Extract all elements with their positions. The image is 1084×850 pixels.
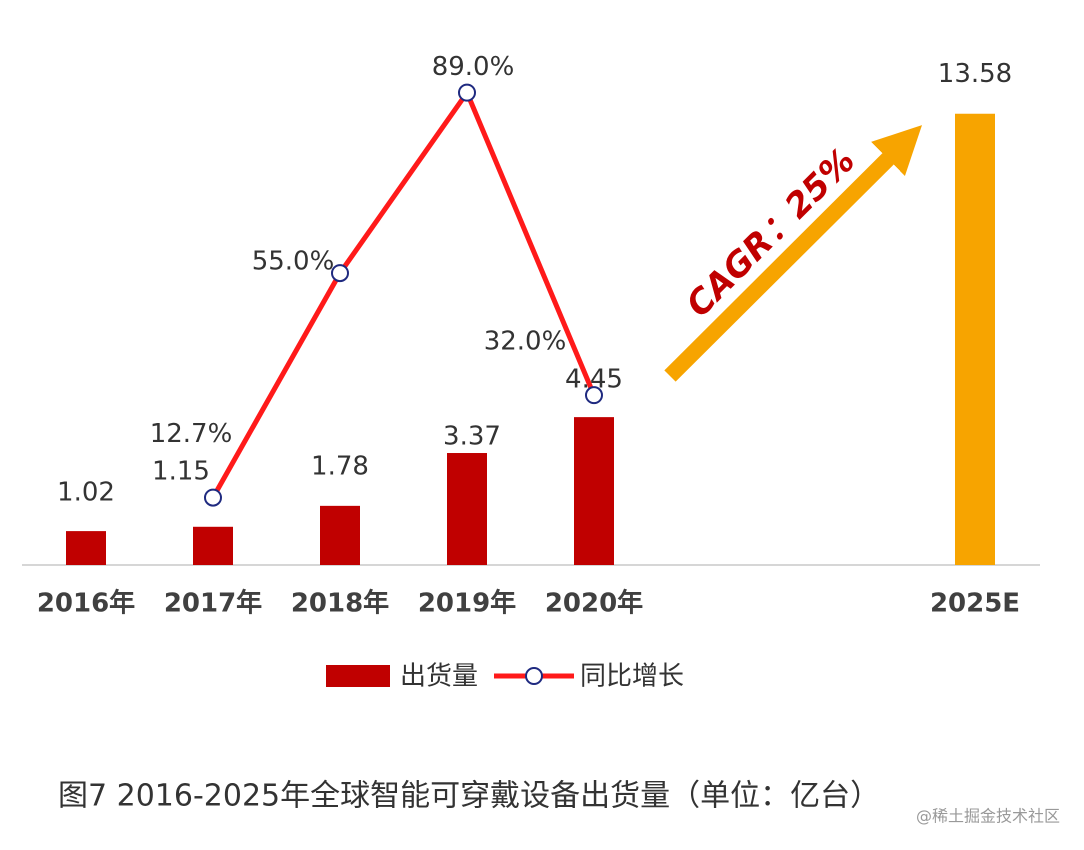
bar-value-label: 1.02 <box>57 478 115 508</box>
bar <box>320 505 360 565</box>
growth-value-label: 55.0% <box>252 247 335 277</box>
watermark: @稀土掘金技术社区 <box>916 807 1060 826</box>
cagr-annotation: CAGR：25% <box>679 141 863 325</box>
legend-label: 出货量 <box>400 662 478 692</box>
legend-swatch-bar <box>326 665 390 687</box>
growth-marker <box>585 386 603 405</box>
legend-label: 同比增长 <box>580 662 684 692</box>
bar <box>66 531 106 565</box>
x-tick-label: 2020年 <box>545 588 643 619</box>
legend-swatch-marker <box>525 667 543 685</box>
caption: 图7 2016-2025年全球智能可穿戴设备出货量（单位：亿台） <box>58 779 880 814</box>
bar-value-label: 13.58 <box>938 59 1012 89</box>
bar <box>447 453 487 565</box>
growth-marker <box>458 83 476 102</box>
x-tick-label: 2017年 <box>164 588 262 619</box>
growth-marker <box>331 264 349 283</box>
bar <box>574 417 614 565</box>
cagr-arrow <box>664 125 923 382</box>
growth-value-label: 32.0% <box>484 327 567 357</box>
growth-value-label: 89.0% <box>432 52 515 82</box>
growth-value-label: 12.7% <box>150 419 233 449</box>
bar <box>193 526 233 565</box>
bar-value-label: 1.78 <box>311 451 369 481</box>
growth-marker <box>204 488 222 507</box>
bar-value-label: 1.15 <box>152 456 210 486</box>
bar-value-label: 3.37 <box>443 422 501 452</box>
growth-line <box>210 90 597 499</box>
x-tick-label: 2018年 <box>291 588 389 619</box>
x-tick-label: 2025E <box>930 589 1020 619</box>
bar <box>955 113 995 565</box>
x-tick-label: 2019年 <box>418 588 516 619</box>
x-tick-label: 2016年 <box>37 588 135 619</box>
